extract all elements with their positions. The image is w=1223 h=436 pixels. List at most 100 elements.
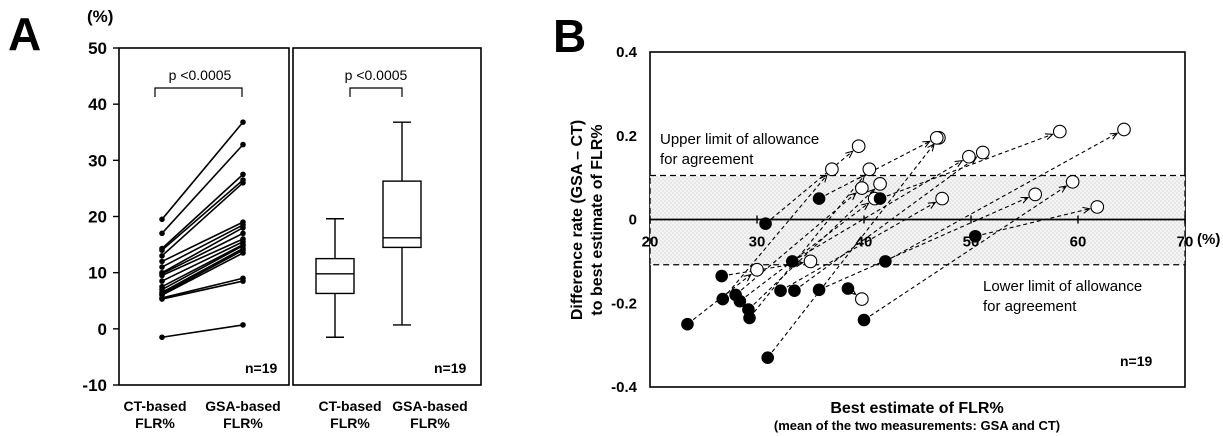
b-point-gsa-open: [825, 162, 839, 177]
a-box-iqr: [382, 180, 422, 249]
a-pair-line: [161, 221, 244, 263]
a-pair-line: [161, 277, 244, 299]
a-right-frame: [292, 47, 482, 386]
panel-a: (%) 50 40 30 20 10 0 -10 p <0.0005 n=19 p <0.0…: [82, 7, 482, 431]
a-pair-point-ct: [159, 272, 165, 279]
a-pair-point-gsa: [240, 180, 246, 186]
a-right-cat1-line2: FLR%: [330, 415, 370, 431]
b-arrow: [825, 198, 1028, 288]
a-box-iqr: [315, 257, 355, 295]
b-point-ct-filled: [761, 351, 774, 364]
b-arrow: [798, 161, 963, 259]
b-y-tick-label: -0.4: [611, 379, 638, 396]
b-point-gsa-open: [1052, 124, 1067, 139]
b-point-ct-filled: [681, 317, 694, 331]
b-point-ct-filled: [879, 255, 892, 268]
b-point-ct-filled: [759, 217, 772, 230]
b-arrow: [891, 133, 1117, 259]
a-pair-line: [161, 144, 244, 234]
a-right-pvalue: p <0.0005: [345, 67, 408, 83]
b-arrow: [786, 202, 935, 288]
a-pair-point-ct: [159, 230, 165, 237]
b-point-gsa-open: [962, 149, 976, 164]
a-pair-point-ct: [159, 258, 165, 265]
a-pair-point-gsa: [240, 278, 246, 284]
b-arrow: [825, 141, 930, 196]
a-pair-point-ct: [159, 334, 165, 341]
a-pair-point-gsa: [240, 224, 246, 231]
b-point-gsa-open: [855, 181, 869, 195]
b-lower-label-line1: Lower limit of allowance: [983, 278, 1142, 295]
a-pair-line: [161, 252, 244, 296]
a-y-tick-label: 0: [98, 320, 107, 339]
b-x-tick-label: 20: [642, 234, 659, 251]
a-pair-line: [161, 173, 244, 250]
b-point-ct-filled: [812, 283, 826, 297]
a-pair-line: [161, 324, 244, 339]
b-arrow: [886, 134, 1053, 197]
b-point-ct-filled: [786, 255, 799, 268]
a-y-tick-label: 20: [88, 208, 107, 227]
a-pair-point-ct: [159, 278, 165, 284]
a-pair-point-ct: [159, 216, 165, 223]
a-left-cat1-line2: FLR%: [135, 415, 175, 431]
b-y-tick-label: 0.4: [616, 44, 638, 61]
b-point-gsa-open: [1117, 122, 1131, 137]
b-arrow: [770, 151, 852, 220]
a-pair-point-gsa: [240, 230, 246, 237]
a-right-cat2-line2: FLR%: [410, 415, 450, 431]
a-left-bracket: [154, 87, 243, 97]
b-point-gsa-open: [929, 130, 944, 145]
b-y-label-line2: to best estimate of FLR%: [589, 124, 606, 315]
a-y-tick-label: -10: [82, 376, 107, 395]
a-left-pvalue: p <0.0005: [169, 67, 232, 83]
a-y-unit-label: (%): [87, 7, 113, 26]
a-pair-point-gsa: [240, 322, 246, 328]
b-y-label-line1: Difference rate (GSA – CT): [569, 120, 586, 320]
b-point-gsa-open: [935, 191, 949, 206]
a-pair-line: [161, 280, 244, 300]
a-y-tick-label: 40: [88, 95, 107, 114]
a-pair-point-gsa: [240, 119, 246, 125]
b-y-tick-label: 0.2: [616, 128, 637, 145]
a-pair-line: [161, 227, 244, 274]
b-point-ct-filled: [743, 311, 756, 325]
b-point-ct-filled: [716, 292, 730, 306]
a-pair-point-gsa: [240, 141, 246, 148]
b-point-gsa-open: [750, 262, 764, 277]
b-y-tick-label: 0: [629, 212, 637, 229]
a-pair-line: [161, 238, 244, 277]
b-point-ct-filled: [857, 313, 871, 327]
b-point-gsa-open: [851, 139, 866, 154]
b-x-tick-label: 60: [1070, 234, 1087, 251]
b-point-gsa-open: [1065, 174, 1080, 189]
b-point-gsa-open: [873, 177, 887, 191]
b-point-gsa-open: [1028, 187, 1043, 202]
b-y-tick-label: -0.2: [611, 295, 637, 312]
a-left-cat2-line2: FLR%: [223, 415, 263, 431]
a-y-tick-label: 10: [88, 264, 107, 283]
b-point-ct-filled: [968, 229, 982, 243]
b-point-ct-filled: [841, 282, 855, 295]
panel-letter-b: B: [553, 10, 586, 62]
a-pair-line: [161, 179, 244, 251]
a-pair-line: [161, 224, 244, 268]
a-pair-line: [161, 182, 244, 257]
a-y-tick-label: 30: [88, 151, 107, 170]
b-x-axis-sublabel: (mean of the two measurements: GSA and C…: [774, 418, 1060, 433]
b-y-axis-label: Difference rate (GSA – CT) to best estim…: [569, 120, 606, 320]
b-x-ticks: 20 30 40 50 60 70: [642, 215, 1193, 251]
b-arrow: [800, 157, 976, 287]
panel-letter-a: A: [8, 8, 41, 60]
a-left-frame: [118, 47, 290, 386]
a-y-tick-label: 50: [88, 39, 107, 58]
a-pair-line: [161, 243, 244, 288]
b-point-ct-filled: [733, 294, 747, 308]
b-point-gsa-open: [975, 145, 990, 160]
a-pair-point-ct: [159, 264, 165, 270]
b-arrows: [692, 133, 1117, 353]
b-point-ct-filled: [715, 269, 728, 283]
b-upper-label-line2: for agreement: [660, 151, 754, 168]
a-pair-point-gsa: [240, 171, 246, 178]
b-arrow: [982, 209, 1089, 236]
